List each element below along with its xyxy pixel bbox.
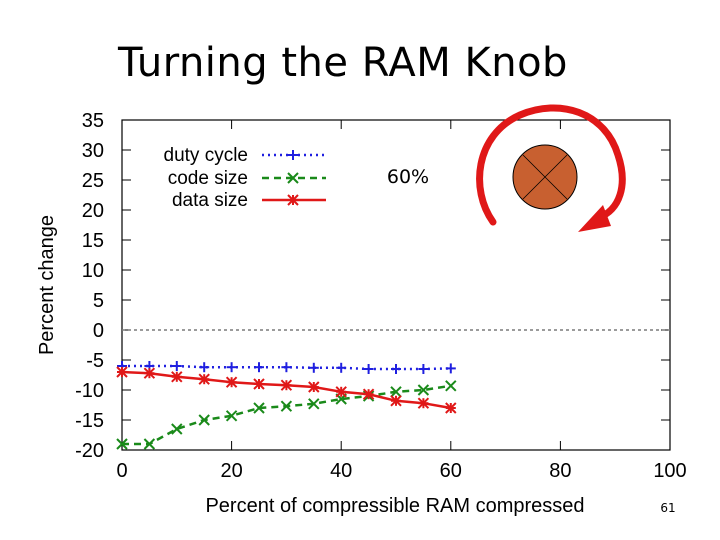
data-point-code-size	[143, 438, 156, 450]
data-point-code-size	[308, 398, 320, 410]
data-point-duty-cycle	[363, 364, 374, 374]
y-tick-label: 5	[93, 290, 104, 312]
data-point-code-size	[253, 402, 265, 414]
rotation-arrow-head-icon	[578, 205, 611, 232]
series-layer	[116, 361, 457, 450]
legend-marker-data-size	[287, 194, 299, 206]
data-point-duty-cycle	[199, 362, 210, 373]
data-point-duty-cycle	[336, 362, 347, 373]
data-point-duty-cycle	[418, 364, 429, 374]
data-point-data-size	[253, 378, 265, 390]
slide-title: Turning the RAM Knob	[118, 40, 568, 86]
data-point-code-size	[225, 410, 238, 422]
y-tick-label: 0	[93, 320, 104, 342]
y-tick-label: 35	[82, 110, 104, 132]
data-point-data-size	[143, 367, 156, 379]
y-tick-label: 30	[82, 140, 104, 162]
data-point-duty-cycle	[254, 362, 264, 373]
x-tick-label: 100	[653, 460, 686, 482]
data-point-code-size	[280, 400, 293, 412]
y-axis-title: Percent change	[36, 215, 58, 355]
y-tick-label: 20	[82, 200, 104, 222]
page-number: 61	[660, 501, 675, 515]
y-tick-label: 10	[82, 260, 104, 282]
data-point-duty-cycle	[391, 364, 401, 374]
axis-ticks: 35 30 25 20 15 10 5 0 -5 -10 -15 -20 0 20 40 60 80 100	[75, 110, 687, 482]
legend-label-duty-cycle: duty cycle	[164, 145, 248, 166]
data-point-code-size	[198, 414, 210, 426]
legend-label-code-size: code size	[168, 168, 248, 189]
plot-frame	[121, 119, 671, 451]
data-point-data-size	[362, 388, 375, 400]
series-line-code-size	[122, 384, 451, 446]
data-point-duty-cycle	[226, 362, 237, 373]
data-point-code-size	[171, 423, 183, 435]
legend-label-data-size: data size	[172, 190, 248, 211]
data-point-duty-cycle	[308, 362, 319, 373]
data-point-data-size	[225, 376, 238, 388]
y-tick-label: 25	[82, 170, 104, 192]
rotation-arrow-icon	[476, 104, 626, 226]
data-point-data-size	[390, 395, 402, 407]
data-point-duty-cycle	[171, 361, 182, 371]
x-tick-label: 20	[220, 460, 242, 482]
data-point-code-size	[445, 380, 457, 392]
data-point-data-size	[308, 381, 320, 393]
x-tick-label: 60	[440, 460, 462, 482]
data-point-data-size	[198, 373, 210, 385]
y-tick-label: -15	[75, 410, 104, 432]
knob-graphic	[476, 104, 626, 232]
data-point-data-size	[116, 366, 128, 378]
data-point-code-size	[417, 384, 430, 396]
knob-divider-line	[522, 154, 568, 200]
data-point-duty-cycle	[445, 363, 456, 374]
knob-percent-annotation: 60%	[387, 166, 429, 188]
x-tick-label: 80	[549, 460, 571, 482]
x-axis-title: Percent of compressible RAM compressed	[205, 495, 584, 517]
x-tick-label: 40	[330, 460, 352, 482]
data-point-data-size	[417, 397, 430, 409]
data-point-data-size	[171, 371, 183, 383]
data-point-duty-cycle	[281, 362, 292, 373]
x-tick-label: 0	[116, 460, 127, 482]
data-point-data-size	[445, 402, 457, 414]
data-point-data-size	[335, 386, 347, 398]
y-tick-label: -10	[75, 380, 104, 402]
y-tick-label: -5	[86, 350, 104, 372]
data-point-data-size	[280, 379, 293, 391]
y-tick-label: -20	[75, 440, 104, 462]
legend-marker-duty-cycle	[288, 150, 298, 160]
legend-marker-code-size	[287, 172, 299, 184]
data-point-code-size	[390, 386, 402, 398]
data-point-code-size	[116, 438, 128, 450]
plot-border	[121, 119, 671, 451]
y-tick-label: 15	[82, 230, 104, 252]
